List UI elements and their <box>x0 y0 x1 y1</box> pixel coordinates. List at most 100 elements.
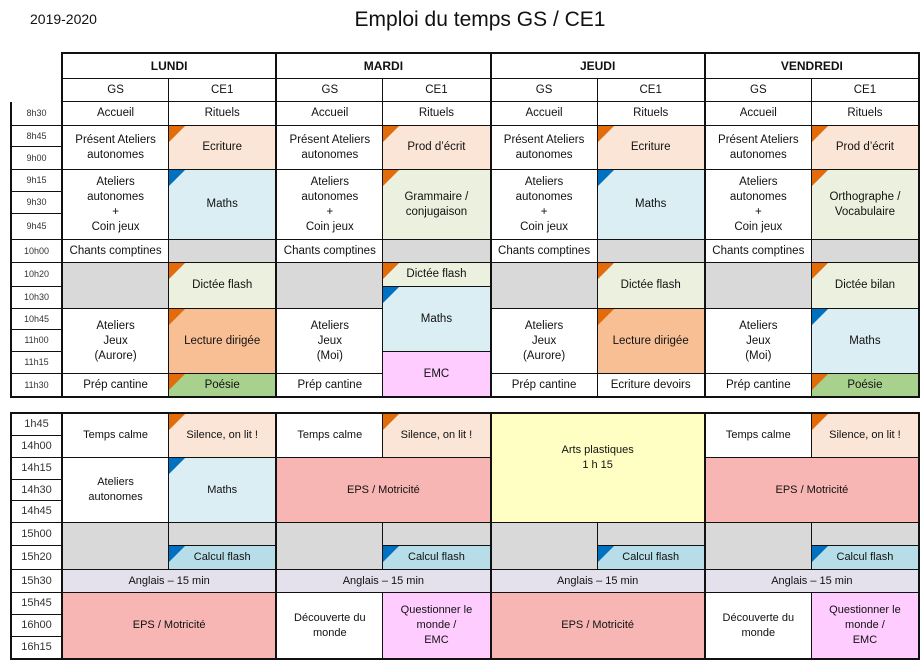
activity-cell: Prép cantine <box>276 374 383 396</box>
group-header: GS <box>62 79 169 101</box>
activity-cell: Silence, on lit ! <box>383 414 490 457</box>
activity-cell: Chants comptines <box>490 240 597 262</box>
empty-cell <box>276 263 383 308</box>
group-header: GS <box>490 79 597 101</box>
time-slot-label: 14h30 <box>12 480 61 500</box>
blue-corner-marker-icon <box>169 170 186 186</box>
activity-cell: Ateliers autonomes <box>62 458 169 522</box>
time-slot-label: 10h30 <box>12 287 61 308</box>
page-title: Emploi du temps GS / CE1 <box>354 8 606 31</box>
orange-corner-marker-icon <box>169 414 186 430</box>
activity-cell: Prép cantine <box>490 374 597 396</box>
activity-cell: Rituels <box>811 102 918 125</box>
morning-timetable: LUNDI GS CE1 MARDI GS CE1 JEUDI GS CE1 VENDREDI GS… <box>10 52 920 398</box>
activity-cell: Maths <box>811 309 918 373</box>
activity-cell: EPS / Motricité <box>704 458 918 522</box>
empty-cell <box>276 523 383 569</box>
time-slot-label: 11h00 <box>12 330 61 351</box>
activity-cell: Chants comptines <box>62 240 169 262</box>
group-header: CE1 <box>169 79 276 101</box>
orange-corner-marker-icon <box>811 263 828 279</box>
activity-cell: Maths <box>169 458 276 522</box>
activity-cell: Ateliers Jeux (Moi) <box>704 309 811 373</box>
activity-cell: Ateliers autonomes + Coin jeux <box>62 170 169 239</box>
day-header: LUNDI <box>62 54 276 78</box>
activity-cell: Anglais – 15 min <box>490 570 704 592</box>
activity-cell: Prép cantine <box>62 374 169 396</box>
activity-cell: Dictée bilan <box>811 263 918 308</box>
time-slot-label: 9h30 <box>12 192 61 213</box>
activity-cell: Calcul flash <box>383 546 490 569</box>
blue-corner-marker-icon <box>383 287 400 303</box>
activity-cell: Maths <box>597 170 704 239</box>
time-slot-label: 8h30 <box>12 102 61 125</box>
orange-corner-marker-icon <box>169 374 186 390</box>
blue-corner-marker-icon <box>169 458 186 474</box>
activity-cell: Temps calme <box>62 414 169 457</box>
activity-cell: Temps calme <box>704 414 811 457</box>
time-slot-label: 10h00 <box>12 240 61 262</box>
activity-cell: Rituels <box>383 102 490 125</box>
orange-corner-marker-icon <box>811 126 828 142</box>
time-slot-label: 9h45 <box>12 214 61 239</box>
activity-cell: Accueil <box>704 102 811 125</box>
empty-cell <box>490 523 597 569</box>
activity-cell: Arts plastiques 1 h 15 <box>490 414 704 522</box>
orange-corner-marker-icon <box>169 126 186 142</box>
time-slot-label: 9h15 <box>12 170 61 191</box>
activity-cell: Questionner le monde / EMC <box>383 593 490 658</box>
activity-cell: Calcul flash <box>811 546 918 569</box>
orange-corner-marker-icon <box>811 170 828 186</box>
activity-cell: Ateliers Jeux (Aurore) <box>62 309 169 373</box>
time-slot-label: 15h00 <box>12 523 61 545</box>
empty-cell <box>169 240 276 262</box>
activity-cell: Rituels <box>597 102 704 125</box>
time-slot-label: 15h20 <box>12 546 61 569</box>
empty-cell <box>811 523 918 545</box>
activity-cell: Ateliers Jeux (Moi) <box>276 309 383 373</box>
activity-cell: Questionner le monde / EMC <box>811 593 918 658</box>
empty-cell <box>383 240 490 262</box>
activity-cell: Grammaire / conjugaison <box>383 170 490 239</box>
activity-cell: EPS / Motricité <box>490 593 704 658</box>
time-slot-label: 10h45 <box>12 309 61 329</box>
activity-cell: Dictée flash <box>169 263 276 308</box>
afternoon-timetable: 1h45 14h00 14h15 14h30 14h45 15h00 15h20 15h30 1… <box>10 412 920 660</box>
group-header: GS <box>704 79 811 101</box>
activity-cell: Maths <box>169 170 276 239</box>
activity-cell: Présent Ateliers autonomes <box>490 126 597 169</box>
header-corner <box>10 52 61 102</box>
empty-cell <box>704 263 811 308</box>
activity-cell: Découverte du monde <box>704 593 811 658</box>
blue-corner-marker-icon <box>383 546 400 562</box>
orange-corner-marker-icon <box>597 126 614 142</box>
activity-cell: Calcul flash <box>597 546 704 569</box>
blue-corner-marker-icon <box>811 546 828 562</box>
blue-corner-marker-icon <box>169 546 186 562</box>
orange-corner-marker-icon <box>383 170 400 186</box>
activity-cell: Accueil <box>62 102 169 125</box>
activity-cell: Dictée flash <box>597 263 704 308</box>
time-slot-label: 15h45 <box>12 593 61 614</box>
time-slot-label: 14h00 <box>12 436 61 457</box>
time-slot-label: 1h45 <box>12 414 61 435</box>
activity-cell: Prép cantine <box>704 374 811 396</box>
activity-cell: Poésie <box>169 374 276 396</box>
activity-cell: Ecriture <box>169 126 276 169</box>
activity-cell: Lecture dirigée <box>597 309 704 373</box>
empty-cell <box>597 523 704 545</box>
group-header: CE1 <box>383 79 490 101</box>
time-slot-label: 11h30 <box>12 374 61 396</box>
activity-cell: Orthographe / Vocabulaire <box>811 170 918 239</box>
empty-cell <box>169 523 276 545</box>
day-header: JEUDI <box>490 54 704 78</box>
day-header: MARDI <box>276 54 490 78</box>
activity-cell: Rituels <box>169 102 276 125</box>
orange-corner-marker-icon <box>383 263 400 279</box>
activity-cell: Chants comptines <box>704 240 811 262</box>
activity-cell: Ecriture devoirs <box>597 374 704 396</box>
blue-corner-marker-icon <box>597 546 614 562</box>
activity-cell: Présent Ateliers autonomes <box>704 126 811 169</box>
activity-cell: Temps calme <box>276 414 383 457</box>
day-header: VENDREDI <box>704 54 918 78</box>
